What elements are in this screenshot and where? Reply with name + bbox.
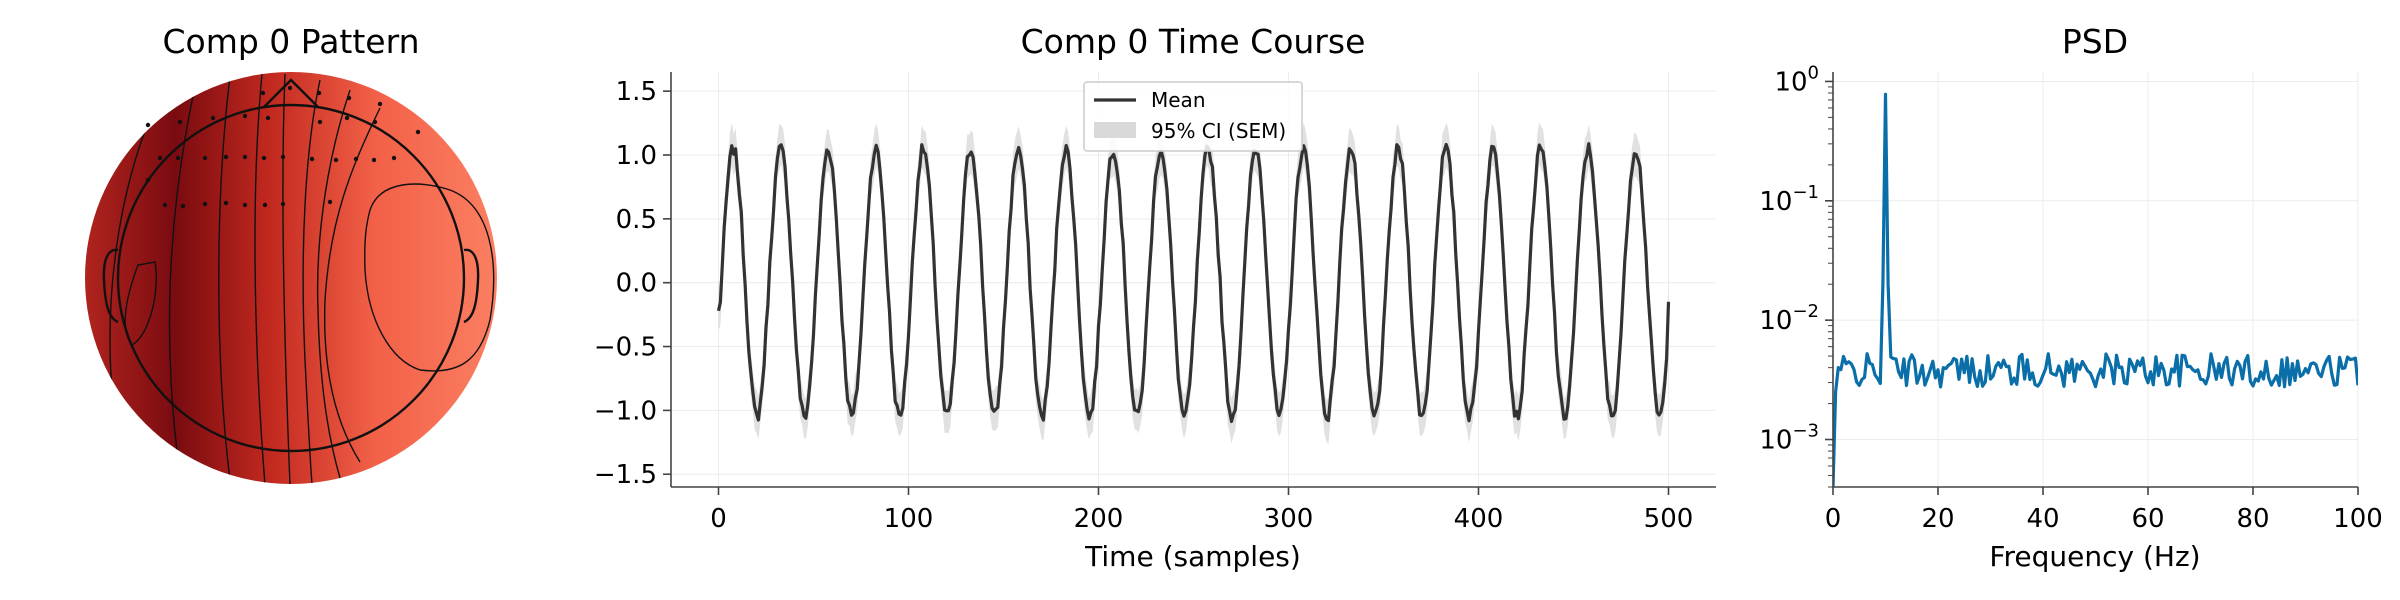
x-tick-label: 400 [1454,504,1504,534]
y-tick-label: −1.5 [594,460,657,490]
legend-label-mean: Mean [1151,88,1206,112]
chart-title: Comp 0 Time Course [1021,22,1366,61]
y-tick-label: 10−1 [1759,182,1819,217]
x-tick-label: 200 [1074,504,1124,534]
sensor-dots [145,85,421,209]
y-tick-label: −1.0 [594,396,657,426]
x-tick-label: 0 [710,504,727,534]
x-axis-label: Frequency (Hz) [1989,540,2200,573]
nose [263,78,319,108]
y-tick-label: 0.5 [616,205,657,235]
x-tick-label: 20 [1921,504,1954,534]
x-tick-label: 300 [1264,504,1314,534]
x-tick-label: 500 [1644,504,1694,534]
x-axis-label: Time (samples) [1084,540,1301,573]
y-tick-label: 10−2 [1759,301,1819,336]
topomap-title: Comp 0 Pattern [162,22,419,61]
mean-line [716,142,1671,424]
timecourse-panel: Comp 0 Time Course 0 100 200 300 400 500 −1.5 −… [594,22,1716,573]
x-tick-label: 60 [2131,504,2164,534]
psd-line [1833,92,2358,487]
legend-box [1083,81,1303,152]
psd-panel: PSD 0 20 40 60 80 100 10−3 10−2 10−1 100 Frequenc… [1759,22,2382,573]
ts-ticks: 0 100 200 300 400 500 −1.5 −1.0 −0.5 0.0 0.5 1.0 1.5 [594,77,1693,534]
y-tick-label: 0.0 [616,269,657,299]
legend-swatch-ci [1094,122,1136,138]
legend-label-ci: 95% CI (SEM) [1151,119,1286,143]
x-tick-label: 100 [2333,504,2383,534]
y-tick-label: −0.5 [594,333,657,363]
x-tick-label: 40 [2026,504,2059,534]
left-ear [102,248,119,324]
chart-title: PSD [2062,22,2128,61]
x-tick-label: 0 [1825,504,1842,534]
x-tick-label: 80 [2236,504,2269,534]
psd-grid [1832,72,2359,487]
y-tick-label: 100 [1774,62,1819,97]
y-tick-label: 1.5 [616,77,657,107]
x-tick-label: 100 [884,504,934,534]
topomap-panel: Comp 0 Pattern [85,22,497,484]
psd-ticks: 0 20 40 60 80 100 10−3 10−2 10−1 100 [1759,62,2382,534]
y-tick-label: 1.0 [616,141,657,171]
ci-band [718,122,1669,445]
head-outline [116,103,466,453]
legend: Mean 95% CI (SEM) [1083,81,1303,152]
topomap-field [85,72,497,484]
y-tick-label: 10−3 [1759,421,1819,456]
right-ear [463,248,480,324]
